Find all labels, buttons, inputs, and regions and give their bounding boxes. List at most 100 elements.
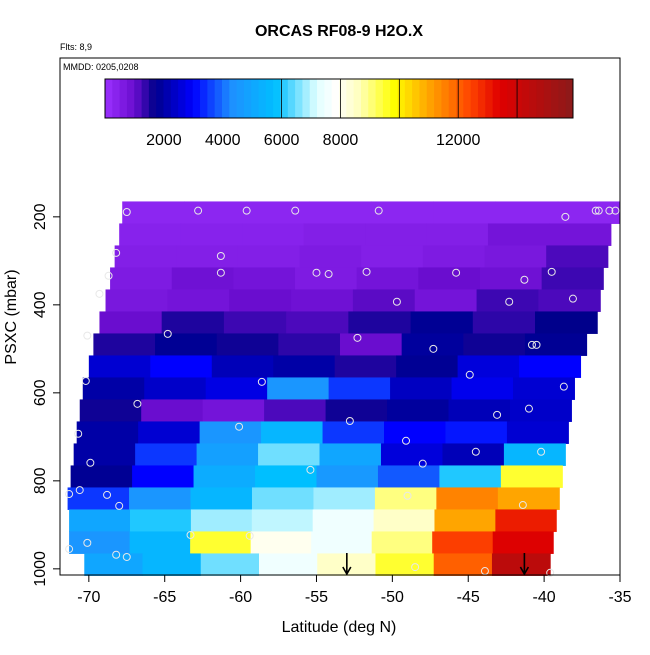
heat-cell <box>73 443 136 466</box>
colorbar-step <box>112 79 121 118</box>
heat-cell <box>476 289 539 312</box>
data-point <box>216 268 225 277</box>
colorbar-step <box>295 79 303 118</box>
data-point <box>65 545 74 554</box>
data-point <box>112 248 121 257</box>
colorbar-step <box>412 79 420 118</box>
data-point <box>547 267 556 276</box>
colorbar-tick-label: 2000 <box>146 132 182 149</box>
heat-cell <box>122 201 185 224</box>
heat-cell <box>211 355 274 378</box>
heat-cell <box>513 377 575 400</box>
heat-cell <box>202 399 265 422</box>
colorbar-step <box>309 79 318 118</box>
colorbar-step <box>324 79 333 118</box>
heat-cell <box>319 443 382 466</box>
heat-cell <box>410 311 474 334</box>
heat-cell <box>328 377 391 400</box>
colorbar-step <box>558 79 567 118</box>
heat-cell <box>495 201 559 224</box>
data-point <box>392 297 401 306</box>
colorbar-step <box>273 79 281 118</box>
heat-cell <box>200 553 260 576</box>
data-point <box>505 297 514 306</box>
data-point <box>235 422 244 431</box>
data-point <box>518 501 527 510</box>
heat-cell <box>144 377 207 400</box>
heat-cell <box>130 509 192 532</box>
heat-cell <box>497 487 560 510</box>
heat-cell <box>365 223 428 246</box>
heat-cell <box>258 443 321 466</box>
heat-cell <box>171 267 234 290</box>
colorbar-step <box>243 79 252 118</box>
colorbar-step <box>492 79 501 118</box>
colorbar-step <box>346 79 355 118</box>
heat-cell <box>396 355 459 378</box>
heat-cell <box>377 465 440 488</box>
heat-cell <box>69 509 131 532</box>
colorbar-step <box>426 79 435 118</box>
heat-cell <box>390 377 453 400</box>
data-point <box>429 344 438 353</box>
data-point <box>418 459 427 468</box>
colorbar-tick-label: 8000 <box>323 132 359 149</box>
data-point <box>520 275 529 284</box>
colorbar-step <box>397 79 406 118</box>
heat-cell <box>114 245 177 268</box>
heat-cell <box>180 223 243 246</box>
data-point <box>611 206 620 215</box>
colorbar-step <box>280 79 289 118</box>
heat-cell <box>242 223 305 246</box>
heat-cell <box>67 487 130 510</box>
heat-cell <box>176 245 239 268</box>
heat-cell <box>84 553 144 576</box>
colorbar-step <box>507 79 515 118</box>
data-point <box>546 568 555 577</box>
heat-cell <box>303 223 366 246</box>
colorbar-step <box>463 79 472 118</box>
heat-cell <box>110 267 173 290</box>
colorbar-step <box>178 79 186 118</box>
heat-cell <box>246 201 310 224</box>
data-point <box>122 552 131 561</box>
flights-note: Flts: 8,9 <box>60 42 92 52</box>
colorbar-step <box>229 79 238 118</box>
heat-cell <box>325 399 388 422</box>
heat-cell <box>484 245 547 268</box>
data-point <box>411 563 420 572</box>
y-tick-label: 200 <box>32 203 49 230</box>
heat-cell <box>155 333 218 356</box>
y-tick-label: 400 <box>32 291 49 318</box>
colorbar-step <box>441 79 450 118</box>
heat-cell <box>401 333 464 356</box>
heat-cell <box>88 355 151 378</box>
data-point <box>65 490 74 499</box>
heat-cell <box>258 553 318 576</box>
data-point <box>537 447 546 456</box>
heat-cell <box>119 223 182 246</box>
y-tick-label: 600 <box>32 379 49 406</box>
colorbar-step <box>200 79 208 118</box>
heat-cell <box>445 421 508 444</box>
x-tick-label: -55 <box>305 589 328 606</box>
heat-cell <box>519 355 582 378</box>
data-point <box>83 331 92 340</box>
colorbar-step <box>134 79 142 118</box>
colorbar-step <box>236 79 245 118</box>
colorbar-step <box>331 79 340 118</box>
colorbar-step <box>565 79 574 118</box>
colorbar-step <box>265 79 274 118</box>
colorbar-step <box>485 79 493 118</box>
heat-cell <box>472 311 536 334</box>
heat-cell <box>380 443 443 466</box>
heat-cell <box>267 377 330 400</box>
heat-cell <box>76 421 139 444</box>
plot-frame <box>59 57 621 576</box>
data-point <box>591 206 600 215</box>
data-point <box>133 399 142 408</box>
heat-cell <box>439 465 502 488</box>
heat-cell <box>492 531 554 554</box>
colorbar-step <box>105 79 113 118</box>
colorbar-step <box>529 79 537 118</box>
